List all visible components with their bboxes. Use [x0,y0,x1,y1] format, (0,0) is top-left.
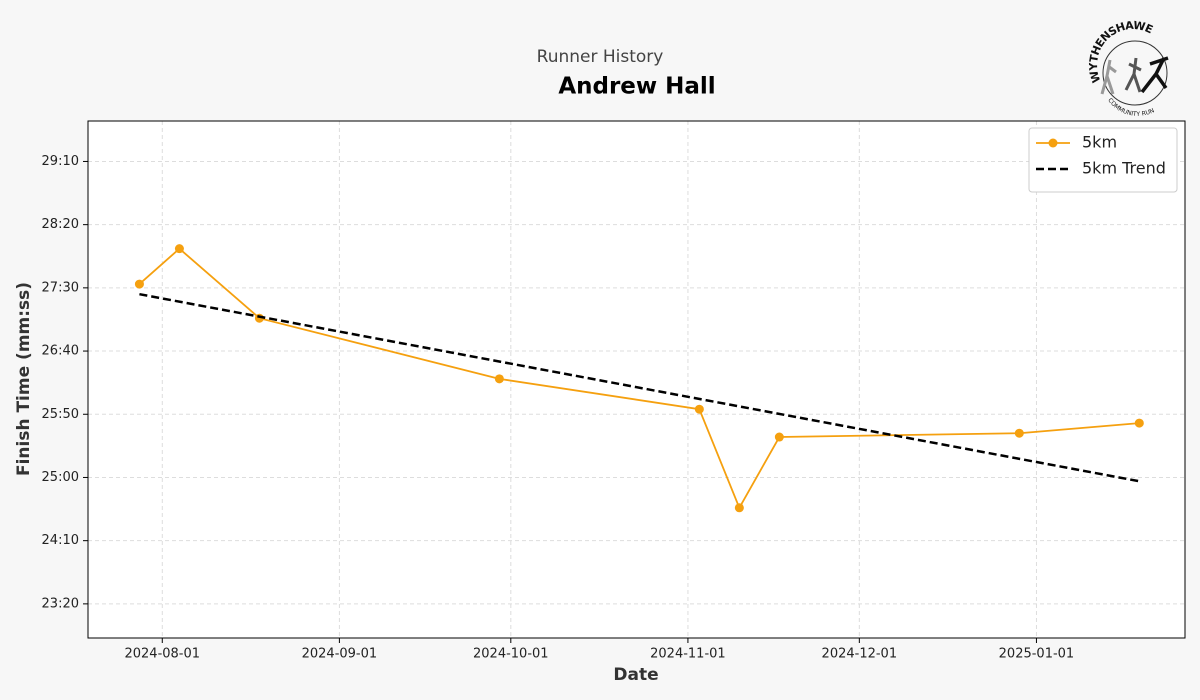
plot-area [88,121,1185,638]
y-tick-label: 24:10 [42,533,79,548]
point [734,503,744,513]
plot-frame [87,120,1186,639]
legend-box [1028,127,1178,193]
legend-label: 5km [1082,133,1117,152]
logo-runner [1124,57,1142,93]
y-tick-label: 29:10 [42,154,79,169]
grid [83,121,1185,643]
x-tick-label: 2024-12-01 [822,647,898,662]
logo-ring [1102,40,1168,106]
marks [134,244,1144,513]
point [774,432,784,442]
x-tick-label: 2024-08-01 [124,647,200,662]
point [694,404,704,414]
logo-text: COMMUNITY RUN [1106,97,1155,118]
x-tick-label: 2025-01-01 [999,647,1075,662]
logo: WYTHENSHAWE COMMUNITY RUN [1087,19,1169,118]
x-tick-label: 2024-10-01 [473,647,549,662]
logo-top-text: WYTHENSHAWE [1087,19,1155,85]
y-tick-label: 25:00 [42,470,79,485]
point [134,279,144,289]
chart-subtitle: Runner History [537,47,664,67]
logo-runner [1140,56,1169,94]
x-tick-label: 2024-09-01 [302,647,378,662]
logo-text: WYTHENSHAWE [1087,19,1155,85]
point [1134,418,1144,428]
y-tick-label: 23:20 [42,596,79,611]
point [1014,428,1024,438]
point [494,374,504,384]
y-tick-label: 25:50 [42,407,79,422]
logo-bottom-text: COMMUNITY RUN [1106,97,1155,118]
x-tick-label: 2024-11-01 [650,647,726,662]
legend-marker [1048,138,1058,148]
y-tick-label: 28:20 [42,217,79,232]
series-line [139,292,1140,483]
chart-title: Andrew Hall [558,74,715,100]
y-tick-label: 27:30 [42,280,79,295]
y-tick-label: 26:40 [42,344,79,359]
x-axis-title: Date [613,665,658,685]
point [174,244,184,254]
legend-label: 5km Trend [1082,159,1166,178]
logo-runner [1100,59,1117,95]
y-axis-title: Finish Time (mm:ss) [14,282,34,476]
legend: 5km 5km Trend [1028,127,1178,193]
